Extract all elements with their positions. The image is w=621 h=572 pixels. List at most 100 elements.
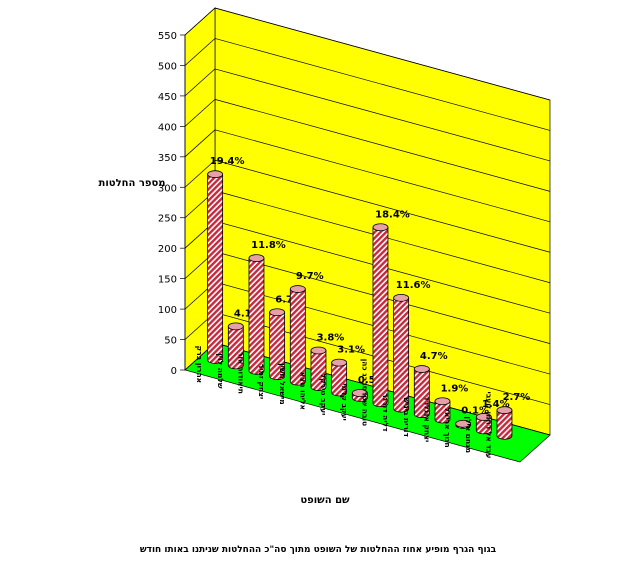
percent-label: 0.5%	[358, 375, 386, 386]
bar-top	[331, 358, 348, 367]
bar-group: 3.1%	[331, 345, 365, 397]
x-tick-label: אהרון ברק	[195, 346, 204, 384]
bar-group: 2.7%	[496, 392, 531, 440]
x-tick-label: שלמה לוין	[216, 353, 225, 389]
grid-line	[214, 38, 551, 131]
y-tick-label: 200	[158, 244, 177, 255]
y-axis-title: מספר החלטות	[99, 178, 166, 189]
bar-group: 1.9%	[434, 383, 469, 424]
bar-top	[310, 346, 327, 355]
x-tick-label: יעקב טירקל	[319, 374, 328, 416]
percent-label: 1.4%	[482, 399, 510, 410]
bar-group: 19.4%	[207, 156, 245, 364]
percent-label: 11.6%	[396, 280, 431, 291]
percent-label: 4.1%	[234, 308, 262, 319]
bar-group: 11.6%	[393, 280, 431, 413]
bar-top	[496, 406, 513, 415]
bar-top	[227, 322, 244, 331]
percent-label: 3.8%	[317, 332, 345, 343]
y-tick-label: 100	[158, 305, 177, 316]
bar	[393, 297, 410, 413]
bar-top	[475, 413, 492, 421]
bar-group: 6.7%	[269, 294, 303, 381]
grid-line	[184, 7, 216, 36]
percent-label: 2.7%	[503, 392, 531, 403]
percent-label: 4.7%	[420, 351, 448, 362]
bar-top	[413, 365, 430, 373]
x-tick-label: מנחם אילן	[464, 416, 473, 453]
y-tick-label: 0	[171, 366, 177, 377]
percent-label: 18.4%	[375, 209, 410, 220]
percent-label: 0.1%	[461, 406, 489, 417]
grid-line	[214, 7, 551, 101]
x-tick-label: עבד אל רחמן זועבי	[484, 392, 493, 459]
x-tick-label: דליה דורנר	[381, 393, 390, 432]
y-tick-label: 250	[158, 214, 177, 225]
bar-group: 4.7%	[413, 351, 448, 418]
bar-group: 0.1%	[455, 406, 489, 429]
grid-line	[184, 99, 216, 127]
bar	[413, 368, 430, 418]
bar-group: 18.4%	[372, 209, 410, 408]
y-tick-label: 350	[158, 153, 177, 164]
bar-top	[393, 293, 410, 302]
bar	[372, 226, 389, 408]
percent-label: 6.7%	[275, 294, 303, 305]
bar-top	[207, 170, 224, 179]
x-tick-label: דורית ביניש	[402, 397, 411, 437]
bar	[310, 350, 327, 391]
bar-group: 9.7%	[289, 271, 324, 386]
bar	[289, 288, 306, 386]
bar	[496, 409, 513, 440]
bar	[207, 173, 224, 364]
bar-top	[248, 254, 265, 263]
x-tick-label: יצחק אנגלרד	[422, 396, 431, 442]
x-tick-label: מישאל חשין	[278, 363, 287, 405]
x-tick-label: יצחק זמיר	[257, 364, 266, 400]
y-tick-label: 400	[158, 122, 177, 133]
y-tick-label: 150	[158, 275, 177, 286]
grid-line	[184, 38, 216, 66]
bars: 19.4% 4.1% 11.8% 6.7% 9.7% 3.8% 3.1% 0.5% 18.4% 1…	[207, 156, 531, 440]
percent-label: 19.4%	[210, 156, 245, 167]
x-tick-label: חנוך אריאל	[443, 407, 452, 447]
x-tick-label: יעקב קדמי	[340, 383, 349, 420]
x-axis-title: שם השופט	[300, 495, 350, 506]
bar	[227, 325, 244, 370]
y-tick-label: 50	[164, 336, 177, 347]
bar-top	[351, 389, 368, 397]
bar-group: 0.5%	[351, 375, 386, 402]
bar	[269, 311, 286, 381]
bar	[331, 362, 348, 397]
bar-top	[289, 285, 306, 293]
percent-label: 1.9%	[441, 383, 469, 394]
bar-group: 11.8%	[248, 240, 286, 375]
footnote: בגוף הגרף מופיע אחוז ההחלטות של השופט מת…	[140, 545, 497, 555]
y-tick-label: 300	[158, 183, 177, 194]
grid-line	[214, 68, 551, 162]
grid-line	[214, 159, 551, 253]
x-tick-label: אליהו מצא	[298, 372, 307, 410]
bar	[434, 400, 451, 424]
bar-top	[372, 223, 389, 232]
x-tick-label: תיאודור אור	[236, 352, 245, 394]
y-tick-label: 450	[158, 92, 177, 103]
bar-top	[269, 308, 286, 317]
bar	[475, 416, 492, 435]
y-tick-label: 550	[158, 31, 177, 42]
bar-group: 3.8%	[310, 332, 345, 391]
bar-top	[434, 397, 451, 406]
grid-line	[184, 160, 216, 188]
percent-label: 3.1%	[337, 345, 365, 356]
grid-line	[184, 129, 216, 158]
percent-label: 11.8%	[251, 240, 286, 251]
grid-line	[184, 68, 216, 97]
grid-line	[214, 129, 551, 223]
y-tick-label: 500	[158, 61, 177, 72]
bar-group: 4.1%	[227, 308, 262, 370]
x-tick-label: טובה שטרסברג כהן	[360, 359, 369, 426]
grid-line	[214, 99, 551, 192]
bar-group: 1.4%	[475, 399, 510, 435]
percent-label: 9.7%	[296, 271, 324, 282]
